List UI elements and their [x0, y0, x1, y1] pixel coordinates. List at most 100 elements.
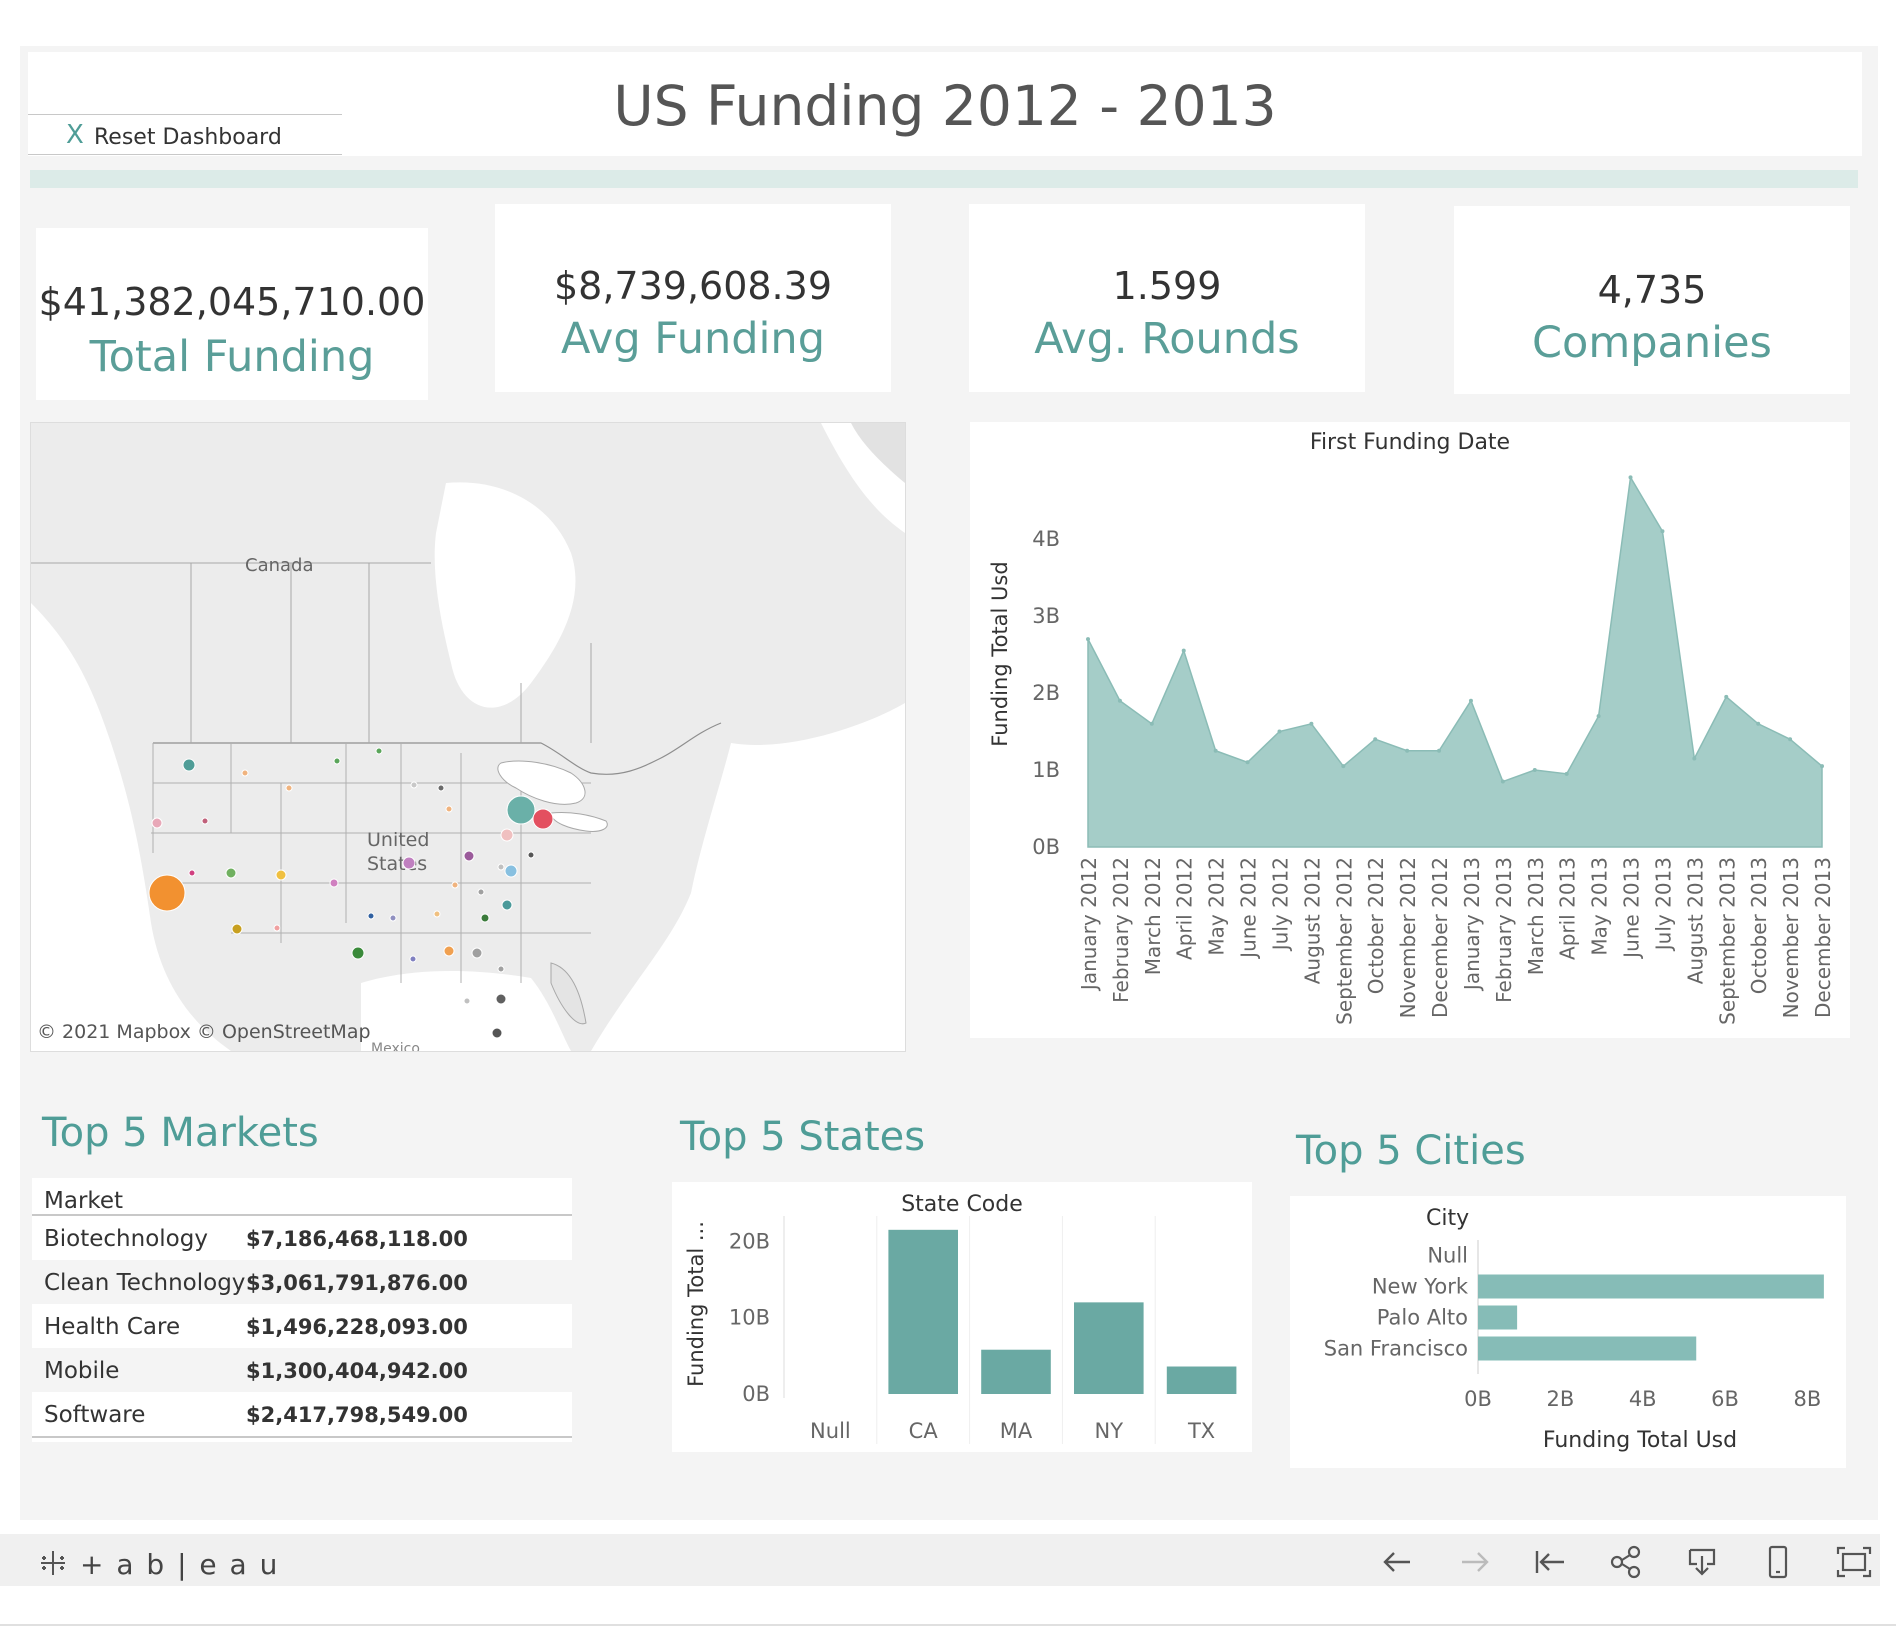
- map-dot[interactable]: [532, 808, 554, 830]
- funding-map[interactable]: Canada United States Mexico © 2021 Mapbo…: [30, 422, 906, 1052]
- area-point[interactable]: [1181, 648, 1186, 653]
- top-cities-title: Top 5 Cities: [1296, 1128, 1526, 1174]
- device-preview-icon[interactable]: [1756, 1540, 1800, 1584]
- map-dot[interactable]: [500, 828, 514, 842]
- area-chart-svg[interactable]: 0B 1B 2B 3B 4B January 2012 February 2012 March…: [970, 422, 1850, 1038]
- map-dot[interactable]: [273, 924, 281, 932]
- map-dot[interactable]: [285, 784, 293, 792]
- area-point[interactable]: [1373, 737, 1378, 742]
- reset-dashboard-button[interactable]: X Reset Dashboard: [28, 116, 342, 155]
- x-tick-label: MA: [1000, 1419, 1033, 1443]
- map-dot[interactable]: [351, 946, 365, 960]
- map-dot[interactable]: [443, 945, 455, 957]
- area-point[interactable]: [1309, 721, 1314, 726]
- map-dot[interactable]: [402, 856, 416, 870]
- map-dot[interactable]: [182, 758, 196, 772]
- table-row[interactable]: Health Care $1,496,228,093.00: [32, 1304, 572, 1348]
- area-point[interactable]: [1820, 764, 1824, 769]
- area-chart-title: First Funding Date: [1309, 430, 1511, 455]
- area-point[interactable]: [1117, 698, 1122, 703]
- area-point[interactable]: [1500, 779, 1505, 784]
- area-point[interactable]: [1277, 729, 1282, 734]
- forward-icon[interactable]: [1452, 1540, 1496, 1584]
- map-dot[interactable]: [241, 769, 249, 777]
- states-chart-svg[interactable]: 0B 10B 20B Null CA MA NY TX: [672, 1182, 1252, 1452]
- table-row[interactable]: Clean Technology $3,061,791,876.00: [32, 1260, 572, 1304]
- map-dot[interactable]: [151, 817, 163, 829]
- bar[interactable]: [1478, 1305, 1518, 1330]
- area-point[interactable]: [1405, 748, 1410, 753]
- map-dot[interactable]: [275, 869, 287, 881]
- map-dot[interactable]: [410, 781, 418, 789]
- map-dot[interactable]: [333, 757, 341, 765]
- market-name: Clean Technology: [44, 1270, 246, 1296]
- area-point[interactable]: [1692, 756, 1697, 761]
- map-dot[interactable]: [506, 795, 536, 825]
- map-dot[interactable]: [201, 817, 209, 825]
- map-dot[interactable]: [480, 913, 490, 923]
- bar[interactable]: [1166, 1366, 1237, 1394]
- area-point[interactable]: [1341, 764, 1346, 769]
- map-dot[interactable]: [463, 997, 471, 1005]
- fullscreen-icon[interactable]: [1832, 1540, 1876, 1584]
- area-point[interactable]: [1596, 714, 1601, 719]
- area-point[interactable]: [1149, 721, 1154, 726]
- area-point[interactable]: [1437, 748, 1442, 753]
- map-dot[interactable]: [491, 1027, 503, 1039]
- map-dot[interactable]: [497, 863, 505, 871]
- map-dot[interactable]: [329, 878, 339, 888]
- area-point[interactable]: [1788, 737, 1793, 742]
- market-name: Biotechnology: [44, 1226, 208, 1252]
- market-value: $2,417,798,549.00: [246, 1403, 468, 1427]
- map-dot[interactable]: [188, 869, 196, 877]
- download-icon[interactable]: [1680, 1540, 1724, 1584]
- map-dot[interactable]: [445, 805, 453, 813]
- table-row[interactable]: Biotechnology $7,186,468,118.00: [32, 1216, 572, 1260]
- map-dot[interactable]: [225, 867, 237, 879]
- map-dot[interactable]: [504, 864, 518, 878]
- area-point[interactable]: [1213, 748, 1218, 753]
- bar[interactable]: [1074, 1302, 1144, 1394]
- bar[interactable]: [1478, 1336, 1697, 1361]
- market-value: $1,300,404,942.00: [246, 1359, 468, 1383]
- map-dot[interactable]: [375, 747, 383, 755]
- map-dot[interactable]: [495, 993, 507, 1005]
- map-dot[interactable]: [471, 947, 483, 959]
- map-dot[interactable]: [501, 899, 513, 911]
- bar[interactable]: [981, 1349, 1051, 1394]
- map-dot[interactable]: [527, 851, 535, 859]
- bar[interactable]: [1478, 1274, 1824, 1299]
- area-point[interactable]: [1532, 768, 1537, 772]
- table-row[interactable]: Mobile $1,300,404,942.00: [32, 1348, 572, 1392]
- cities-chart-svg[interactable]: Null New York Palo Alto San Francisco 0B 2B 4B…: [1290, 1196, 1846, 1468]
- map-dot[interactable]: [463, 850, 475, 862]
- map-dot[interactable]: [433, 910, 441, 918]
- map-dot[interactable]: [437, 784, 445, 792]
- map-dot[interactable]: [367, 912, 375, 920]
- map-dot[interactable]: [409, 955, 417, 963]
- area-point[interactable]: [1564, 771, 1569, 776]
- share-icon[interactable]: [1604, 1540, 1648, 1584]
- area-point[interactable]: [1756, 721, 1761, 726]
- area-point[interactable]: [1660, 529, 1665, 534]
- table-row[interactable]: Software $2,417,798,549.00: [32, 1392, 572, 1438]
- map-dot[interactable]: [231, 923, 243, 935]
- x-tick-label: December 2013: [1811, 857, 1835, 1018]
- area-point[interactable]: [1245, 760, 1250, 765]
- map-dot[interactable]: [451, 881, 459, 889]
- area-point[interactable]: [1468, 698, 1473, 703]
- map-dot[interactable]: [389, 914, 397, 922]
- map-dot[interactable]: [477, 888, 485, 896]
- map-svg: [31, 423, 905, 1051]
- map-dot[interactable]: [148, 874, 186, 912]
- area-point[interactable]: [1628, 475, 1633, 480]
- x-tick-label: June 2013: [1620, 857, 1644, 960]
- back-icon[interactable]: [1376, 1540, 1420, 1584]
- area-point[interactable]: [1086, 637, 1090, 642]
- map-attribution[interactable]: © 2021 Mapbox © OpenStreetMap: [37, 1021, 371, 1043]
- bar[interactable]: [888, 1229, 958, 1394]
- area-point[interactable]: [1724, 694, 1729, 699]
- map-dot[interactable]: [497, 965, 505, 973]
- revert-icon[interactable]: [1528, 1540, 1572, 1584]
- area-series[interactable]: [1087, 475, 1823, 848]
